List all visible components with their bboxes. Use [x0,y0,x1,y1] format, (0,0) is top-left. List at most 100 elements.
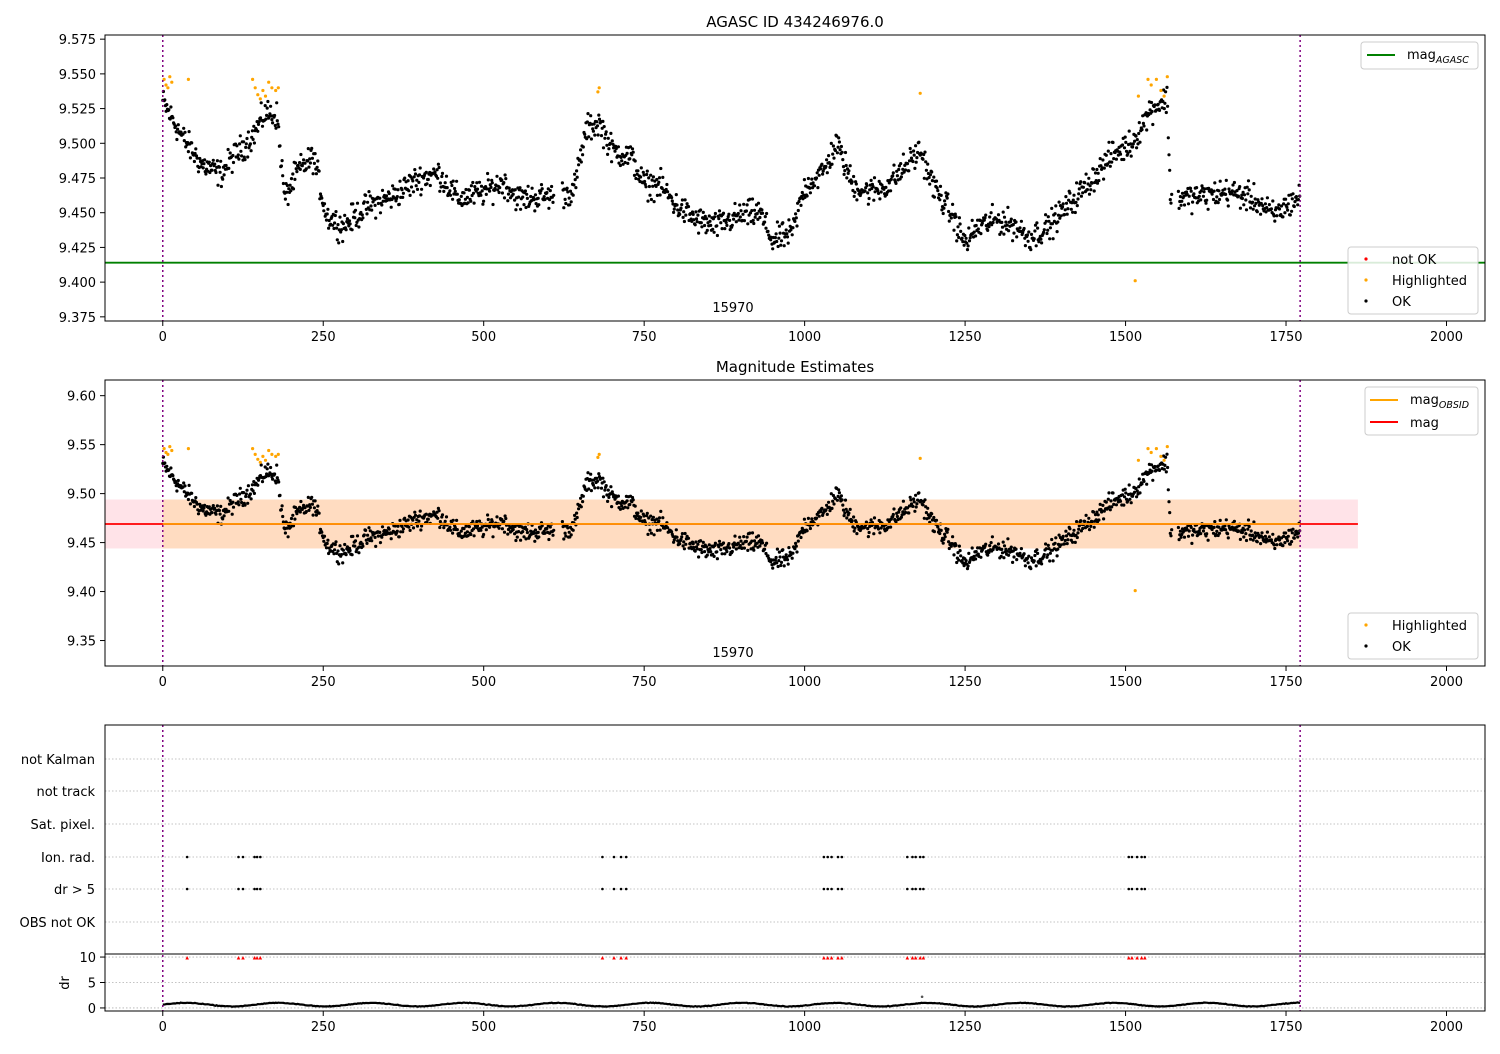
ok-point [1252,182,1256,186]
ok-point [332,552,336,556]
ok-point [879,526,883,530]
ok-point [368,194,372,198]
highlighted-point [1162,458,1166,462]
highlighted-point [274,88,278,93]
ok-point [1178,529,1182,533]
ok-point [274,481,278,485]
ok-point [242,140,246,144]
ok-point [646,199,650,203]
ok-point [774,555,778,560]
ok-point [192,504,196,509]
ok-point [1140,128,1144,132]
ok-point [281,181,285,186]
ok-point [1247,188,1251,192]
ok-point [1006,205,1010,209]
ok-point [1112,502,1116,506]
ok-point [230,170,234,174]
ok-point [411,518,415,522]
ok-point [568,189,573,193]
ok-point [252,491,256,495]
ok-point [978,546,982,550]
ok-point [891,174,895,178]
ok-point [899,506,903,510]
ok-point [269,104,273,108]
ok-point [831,152,835,156]
ion-rad-flag-point [830,855,833,859]
ok-point [248,142,252,146]
ok-point [899,175,904,179]
ok-point [643,182,647,186]
ok-point [1025,233,1029,237]
ok-point [522,535,526,539]
panel-magnitude-points [161,445,1302,593]
ok-point [855,532,859,536]
ok-point [642,514,646,518]
ok-point [1263,534,1267,538]
ok-point [397,202,401,206]
highlighted-point [918,456,922,460]
ok-point [275,476,279,480]
ok-point [1296,198,1300,202]
ok-point [1110,505,1114,509]
ok-point [1180,532,1184,537]
ok-point [926,506,930,510]
ok-point [1189,525,1193,530]
highlighted-point [256,457,260,461]
ok-point [1111,491,1115,495]
ok-point [719,548,723,552]
ok-point [852,515,856,519]
ok-point [1153,464,1157,469]
ok-point [1199,189,1203,193]
ok-point [839,144,844,149]
ok-point [335,226,339,230]
ok-point [302,503,306,507]
ok-point [243,503,247,507]
ok-point [972,554,976,558]
ok-point [733,534,737,538]
ok-point [320,530,324,534]
ok-point [967,226,971,230]
ok-point [1211,197,1216,202]
ok-point [1164,455,1168,459]
ok-point [821,172,825,176]
ok-point [949,544,953,548]
ok-point [909,156,914,160]
panel-magnitude-estimates: Magnitude Estimates 0 250 500 750 1000 1250 15… [67,358,1486,690]
ok-point [1066,207,1070,211]
ok-point [413,172,418,176]
ok-point [1241,190,1245,194]
ok-point [960,559,964,563]
ok-point [1150,109,1154,114]
ok-point [280,159,284,163]
ok-point [314,513,318,517]
ok-point [351,202,355,206]
ok-point [1242,528,1247,532]
ok-point [417,519,421,523]
ok-point [842,514,846,518]
highlighted-point [170,80,174,84]
ok-point [1256,198,1260,202]
ok-point [306,495,310,499]
ok-point [1056,213,1061,217]
ok-point [672,207,676,211]
ok-point [464,524,468,528]
ok-point [817,514,821,518]
ok-point [259,463,263,467]
ok-point [655,517,659,521]
ok-point [924,510,929,515]
ok-point [781,221,785,225]
ok-point [820,162,824,166]
ok-point [1149,463,1154,467]
ok-point [708,219,712,223]
ok-point [820,506,824,510]
ok-point [779,243,783,247]
ok-point [815,171,819,175]
panel-magnitude-y-ticks: 9.359.409.459.509.559.60 [67,390,105,650]
ok-point [721,541,726,545]
ok-point [208,170,212,175]
ok-point [1224,178,1228,182]
ok-point [927,175,931,180]
ok-point [1009,220,1013,224]
ok-point [756,217,760,221]
dr-capped-marker [624,956,628,960]
